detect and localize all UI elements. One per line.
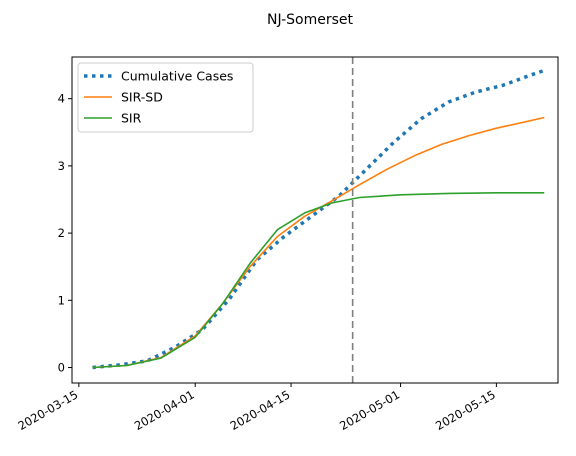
x-tick-label: 2020-05-15 [433,387,498,433]
series-line-sir [92,192,545,369]
y-tick-label: 0 [58,361,65,375]
legend-label: SIR [121,111,142,126]
x-tick-label: 2020-05-01 [337,387,402,433]
x-tick-label: 2020-03-15 [15,387,80,433]
legend-box [77,62,254,133]
x-axis: 2020-03-15 2020-04-01 2020-04-15 2020-05-01… [15,383,498,433]
x-tick-label: 2020-04-15 [228,387,293,433]
x-tick-label: 2020-04-01 [132,387,197,433]
series-line-sir-sd [92,116,545,369]
series-line-cumulative-cases [92,68,545,370]
legend-label: SIR-SD [121,90,163,105]
y-tick-label: 4 [58,92,65,106]
chart-title: NJ-Somerset [267,12,354,28]
y-axis: 0 1 2 3 4 [58,92,72,375]
y-tick-label: 3 [58,159,65,173]
y-tick-label: 2 [58,226,65,240]
y-tick-label: 1 [58,293,65,307]
legend-label: Cumulative Cases [121,69,233,84]
legend: Cumulative Cases SIR-SD SIR [77,62,254,133]
plot-layer [92,57,545,383]
axes-frame [71,56,559,384]
